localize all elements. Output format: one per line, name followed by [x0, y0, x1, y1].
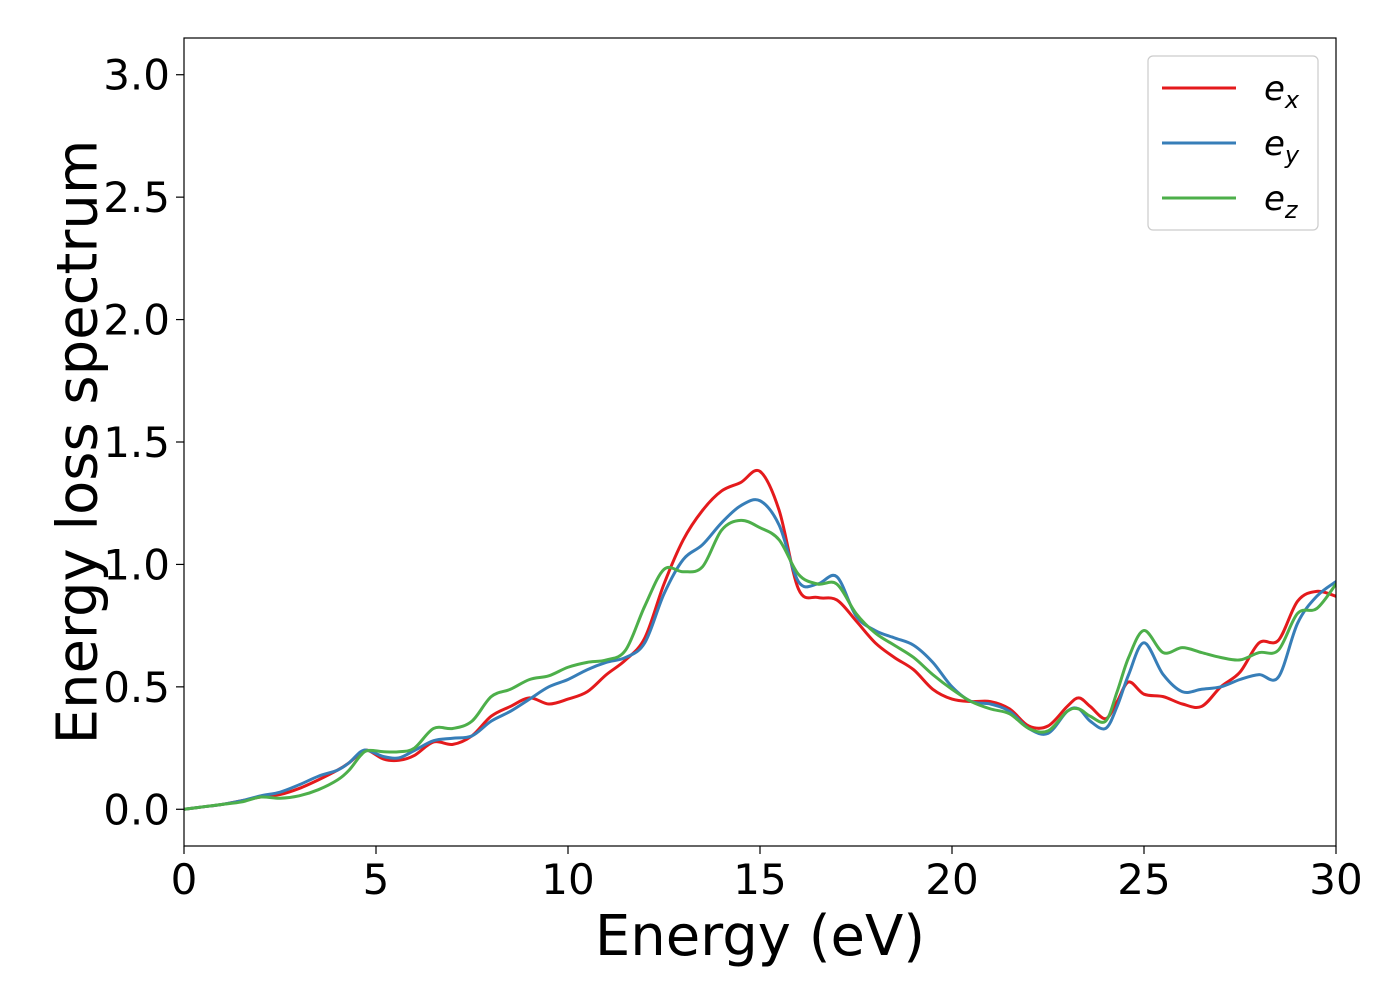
series-line-e-y — [184, 498, 1336, 811]
x-tick-label: 5 — [363, 855, 390, 904]
y-tick-label: 1.0 — [103, 540, 170, 589]
legend-label-y: ey — [1264, 124, 1300, 169]
series-layer — [184, 468, 1336, 811]
x-tick-label: 10 — [541, 855, 594, 904]
legend-label-z: ez — [1264, 179, 1299, 224]
y-tick-label: 1.5 — [103, 418, 170, 467]
y-tick-label: 2.5 — [103, 173, 170, 222]
x-tick-label: 15 — [733, 855, 786, 904]
x-axis-label: Energy (eV) — [595, 904, 925, 969]
x-tick-label: 30 — [1309, 855, 1362, 904]
legend-label-x: ex — [1264, 69, 1300, 114]
series-line-e-z — [184, 518, 1336, 811]
y-tick-label: 3.0 — [103, 51, 170, 100]
y-tick-label: 2.0 — [103, 296, 170, 345]
x-tick-label: 0 — [171, 855, 198, 904]
y-tick-label: 0.5 — [103, 663, 170, 712]
y-axis-label: Energy loss spectrum — [46, 140, 111, 745]
x-tick-label: 25 — [1117, 855, 1170, 904]
ticks-layer: 0 5 10 15 20 25 30 0.0 0.5 1.0 1.5 2.0 2.5 3.0 — [103, 51, 1363, 904]
legend: ex ey ez — [1147, 55, 1319, 231]
x-tick-label: 20 — [925, 855, 978, 904]
y-tick-label: 0.0 — [103, 785, 170, 834]
